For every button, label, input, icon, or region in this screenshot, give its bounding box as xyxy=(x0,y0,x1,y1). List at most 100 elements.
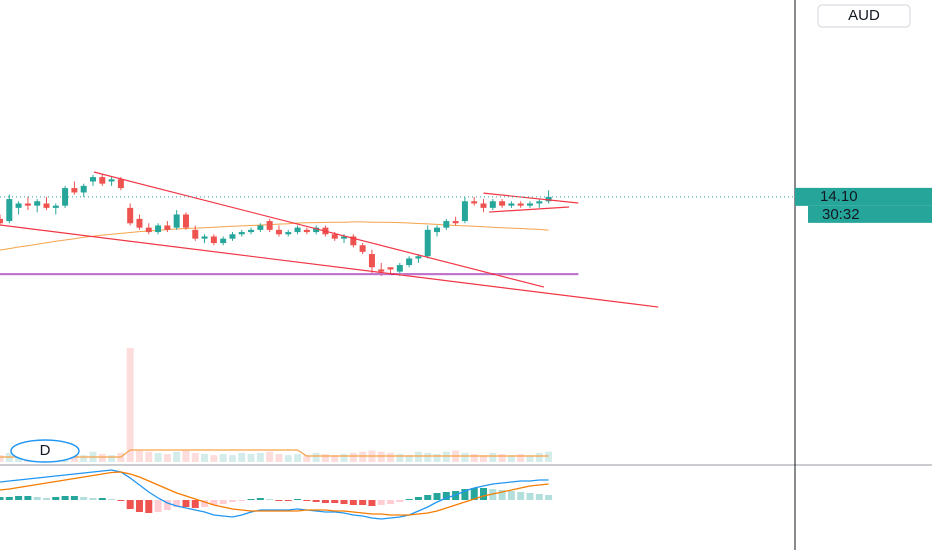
macd-bar xyxy=(182,500,190,507)
volume-bar xyxy=(126,348,134,462)
candle-body xyxy=(359,245,366,252)
macd-bar xyxy=(256,498,264,500)
last-price-box xyxy=(795,187,932,206)
candle-body xyxy=(266,221,273,230)
interval-label: D xyxy=(40,442,51,459)
volume-bar xyxy=(377,451,385,462)
volume-bar xyxy=(80,455,88,462)
macd-bar xyxy=(424,495,432,500)
macd-bar xyxy=(117,500,125,501)
candle-body xyxy=(210,236,217,244)
macd-bar xyxy=(526,493,534,500)
candle-body xyxy=(71,188,78,193)
candle-body xyxy=(275,229,282,235)
candle-body xyxy=(34,201,41,206)
signal-line xyxy=(0,471,549,516)
macd-bar xyxy=(517,492,525,500)
candle-body xyxy=(378,269,385,272)
volume-bar xyxy=(340,454,348,462)
volume-bar xyxy=(228,455,236,462)
candle-body xyxy=(108,179,115,182)
candle-body xyxy=(471,201,478,204)
candle-body xyxy=(527,203,533,206)
macd-bar xyxy=(442,492,450,500)
volume-bar xyxy=(210,455,218,462)
macd-bar xyxy=(219,500,227,504)
macd-bar xyxy=(266,499,274,500)
macd-bar xyxy=(414,497,422,500)
candle-body xyxy=(545,196,552,202)
volume-bar xyxy=(256,452,264,462)
volume-bar xyxy=(247,454,255,462)
volume-bar xyxy=(461,452,469,462)
candle-body xyxy=(368,254,375,268)
macd-bar xyxy=(396,500,404,502)
macd-bar xyxy=(461,489,469,500)
candle-body xyxy=(396,265,403,272)
macd-bar xyxy=(173,500,181,507)
volume-bar xyxy=(15,456,23,462)
candle-body xyxy=(24,203,31,206)
candle-body xyxy=(220,238,227,244)
candle-body xyxy=(536,201,543,204)
volume-bar xyxy=(312,452,320,462)
volume-bar xyxy=(359,451,367,462)
candle-body xyxy=(257,225,264,230)
volume-bar xyxy=(498,454,506,462)
macd-bar xyxy=(433,493,441,500)
macd-bar xyxy=(387,500,395,504)
macd-bar xyxy=(321,500,329,503)
macd-bar xyxy=(470,488,478,500)
volume-bar xyxy=(414,451,422,462)
volume-bar xyxy=(284,455,292,462)
candle-body xyxy=(117,179,124,189)
candle-body xyxy=(155,225,162,233)
moving-average xyxy=(0,221,549,251)
volume-bar xyxy=(201,454,209,462)
macd-bar xyxy=(24,496,32,500)
volume-bar xyxy=(396,454,404,462)
volume-bar xyxy=(387,452,395,462)
candle-body xyxy=(192,229,199,239)
macd-bar xyxy=(0,497,4,500)
volume-bar xyxy=(349,452,357,462)
candle-body xyxy=(480,203,487,208)
countdown-box xyxy=(808,205,932,223)
volume-bar xyxy=(489,452,497,462)
candle-body xyxy=(434,227,441,233)
volume-bar xyxy=(321,454,329,462)
macd-line xyxy=(0,469,549,520)
volume-bar xyxy=(98,454,106,462)
volume-bar xyxy=(294,454,302,462)
volume-bar xyxy=(0,455,4,462)
volume-bar xyxy=(163,454,171,462)
volume-bar xyxy=(145,451,153,462)
macd-bar xyxy=(126,500,134,509)
candle-body xyxy=(52,205,59,208)
candle-body xyxy=(406,258,413,266)
volume-bar xyxy=(219,454,227,462)
volume-bar xyxy=(191,452,199,462)
candle-body xyxy=(424,229,431,257)
macd-bar xyxy=(303,500,311,501)
macd-bar xyxy=(70,496,78,500)
trend-line xyxy=(489,206,570,213)
interval-badge xyxy=(10,439,80,463)
candle-body xyxy=(452,221,459,224)
candle-body xyxy=(341,236,348,239)
volume-bar xyxy=(526,455,534,462)
macd-bar xyxy=(52,497,60,500)
volume-bar xyxy=(405,455,413,462)
candle-body xyxy=(387,267,394,270)
macd-bar xyxy=(405,499,413,500)
macd-bar xyxy=(33,497,41,500)
volume-bar xyxy=(70,454,78,462)
macd-bar xyxy=(201,500,209,507)
last-price-label: 14.10 xyxy=(820,188,858,205)
candle-body xyxy=(43,203,50,208)
candle-body xyxy=(80,185,87,193)
candle-body xyxy=(331,234,338,239)
macd-bar xyxy=(61,496,69,500)
macd-bar xyxy=(312,500,320,502)
candle-body xyxy=(461,201,468,222)
